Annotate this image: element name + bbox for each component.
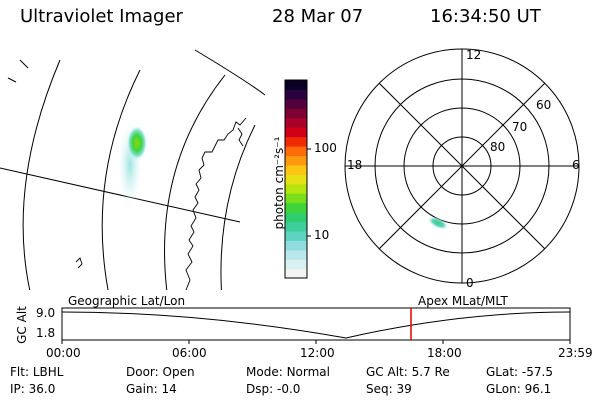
colorbar-stripe (285, 249, 307, 260)
info-flt: Flt: LBHL (10, 365, 64, 379)
colorbar-stripe (285, 164, 307, 175)
colorbar-stripe (285, 117, 307, 128)
time-readout: 16:34:50 UT (430, 6, 541, 27)
mlt-label-6: 6 (572, 158, 580, 172)
info-mode: Mode: Normal (246, 365, 330, 379)
lat-label-70: 70 (512, 120, 528, 134)
info-gain: Gain: 14 (126, 382, 177, 396)
altitude-curve (61, 311, 571, 339)
colorbar-stripe (285, 108, 307, 119)
alt-xtick: 18:00 (427, 346, 462, 360)
left-panel-caption: Geographic Lat/Lon (68, 294, 186, 308)
app-title: Ultraviolet Imager (20, 6, 183, 27)
colorbar-stripe (285, 221, 307, 232)
colorbar-stripe (285, 230, 307, 241)
polar-aurora-spot (427, 216, 449, 230)
alt-xtick: 12:00 (300, 346, 335, 360)
aurora-blob (127, 126, 147, 160)
colorbar-stripe (285, 174, 307, 185)
alt-ytick-min: 1.8 (36, 326, 56, 340)
colorbar-stripe (285, 146, 307, 157)
lat-label-80: 80 (490, 140, 506, 154)
coastline (185, 117, 247, 290)
colorbar-tick-100: 100 (314, 141, 337, 155)
mlt-label-18: 18 (347, 158, 363, 172)
meridian-line (0, 167, 241, 223)
alt-xtick: 00:00 (46, 346, 81, 360)
colorbar-stripe (285, 127, 307, 138)
colorbar-stripe (285, 202, 307, 213)
alt-xtick: 06:00 (172, 346, 207, 360)
lat-arc (194, 49, 266, 96)
colorbar-stripe (285, 136, 307, 147)
colorbar-stripe (285, 80, 307, 91)
colorbar-stripe (285, 183, 307, 194)
lat-label-60: 60 (536, 98, 552, 112)
info-glon: GLon: 96.1 (486, 382, 552, 396)
mlt-label-12: 12 (466, 48, 482, 62)
colorbar-stripe (285, 268, 307, 279)
colorbar-stripe (285, 89, 307, 100)
colorbar-stripe (285, 259, 307, 270)
lat-arc (220, 124, 256, 290)
alt-ylabel: GC Alt (15, 306, 29, 344)
colorbar-stripe (285, 193, 307, 204)
info-seq: Seq: 39 (366, 382, 412, 396)
colorbar-tick-10: 10 (314, 228, 330, 242)
polar-caption: Apex MLat/MLT (418, 294, 508, 308)
info-gc-alt: GC Alt: 5.7 Re (366, 365, 450, 379)
lat-arc (164, 74, 226, 290)
info-dsp: Dsp: -0.0 (246, 382, 301, 396)
colorbar-stripe (285, 212, 307, 223)
mlt-label-0: 0 (466, 276, 474, 290)
lat-arc (22, 59, 61, 290)
colorbar-stripe (285, 98, 307, 109)
alt-xtick: 23:59 (558, 346, 593, 360)
date-readout: 28 Mar 07 (272, 6, 364, 27)
alt-ytick-max: 9.0 (36, 306, 56, 320)
colorbar-stripe (285, 155, 307, 166)
info-door: Door: Open (126, 365, 195, 379)
info-glat: GLat: -57.5 (486, 365, 553, 379)
info-ip: IP: 36.0 (10, 382, 56, 396)
colorbar-stripe (285, 240, 307, 251)
lat-arc (101, 69, 141, 290)
